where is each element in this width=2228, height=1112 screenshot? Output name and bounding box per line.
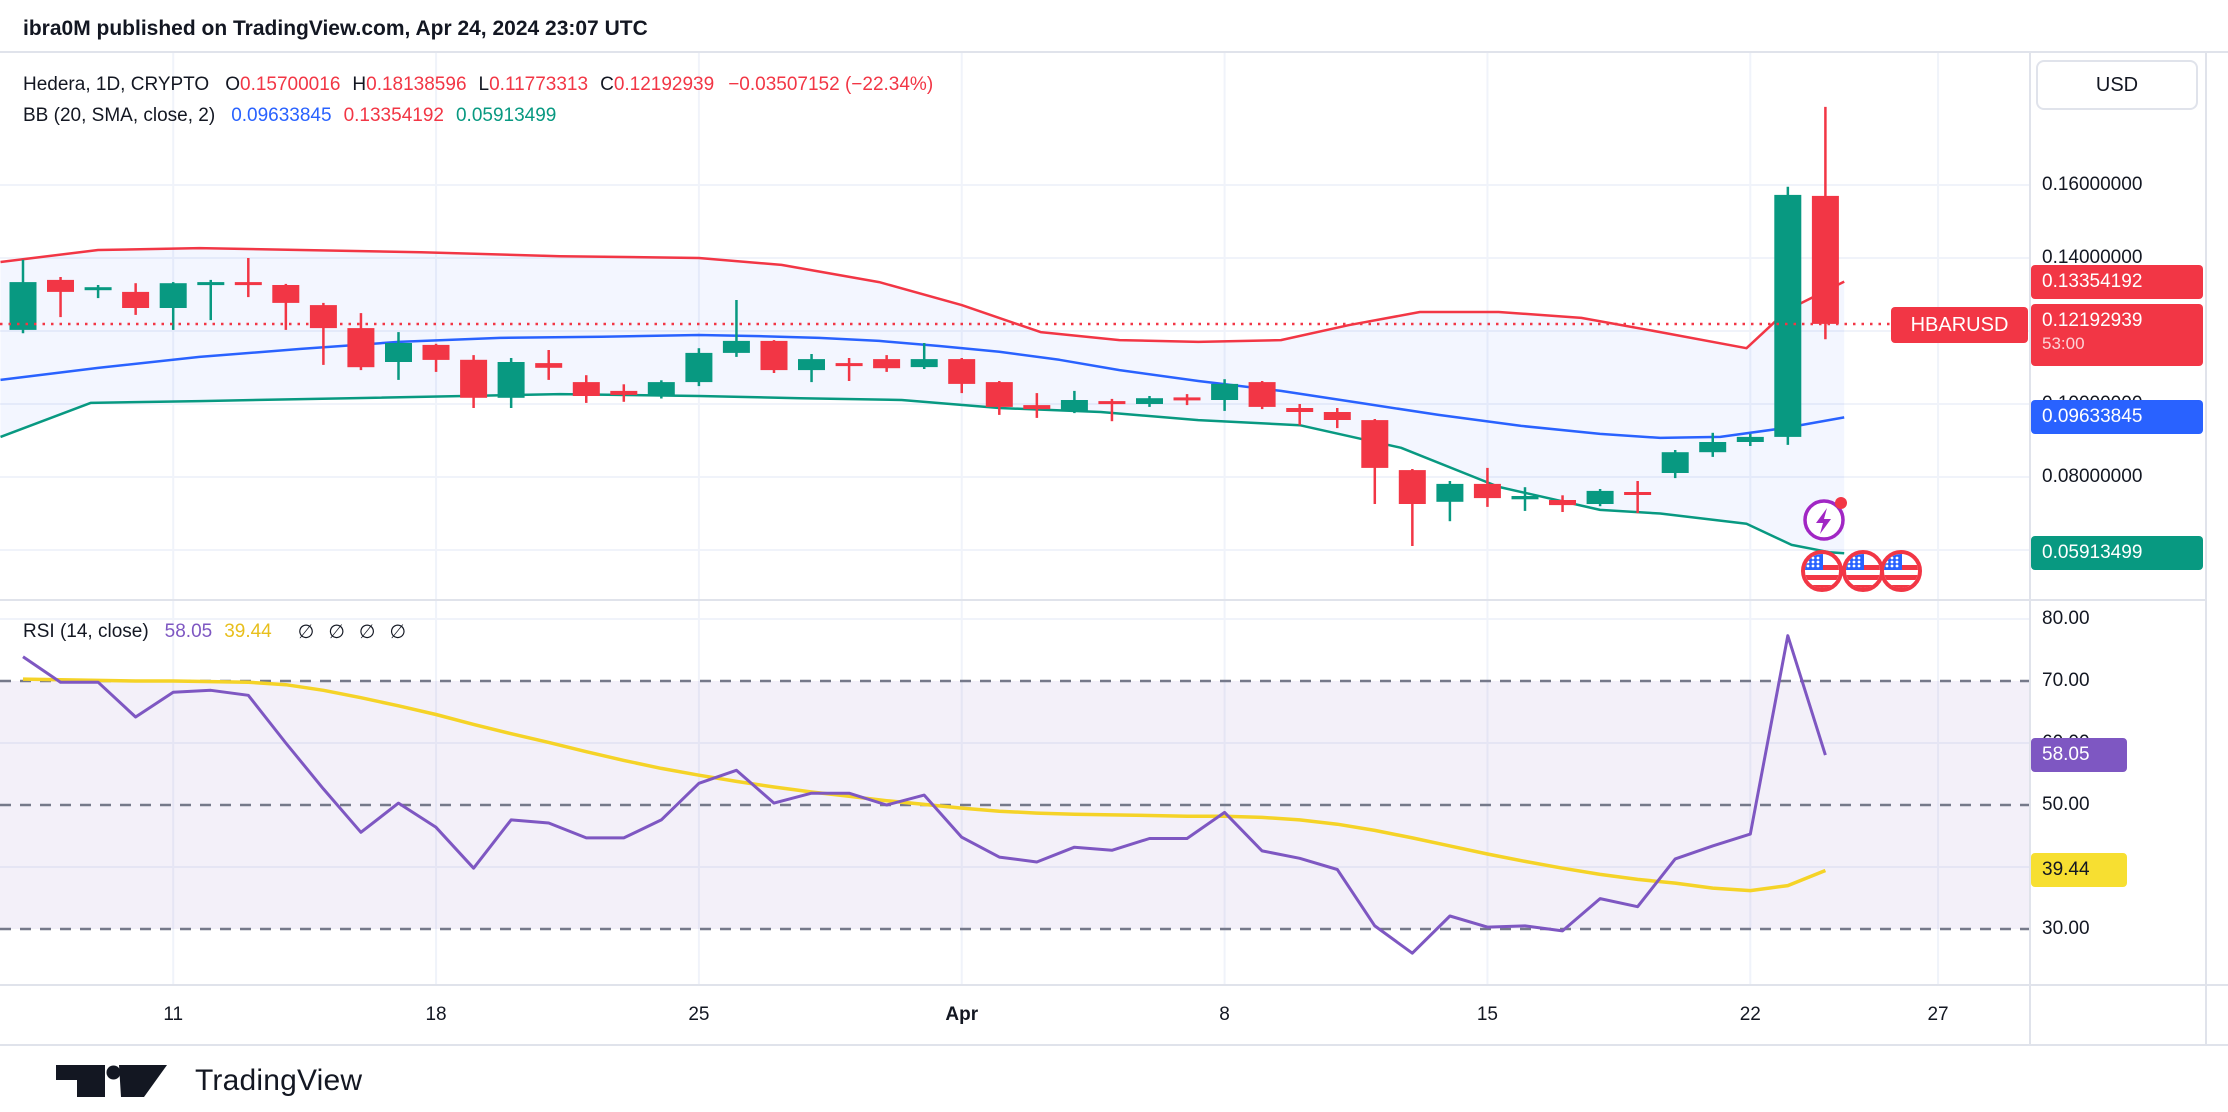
time-axis[interactable] — [0, 985, 2030, 1045]
symbol-legend-row[interactable]: Hedera, 1D, CRYPTO O0.15700016 H0.181385… — [23, 72, 933, 98]
bb-legend-row[interactable]: BB (20, SMA, close, 2) 0.09633845 0.1335… — [23, 103, 568, 129]
hidden-value-icon: ∅ — [389, 621, 406, 643]
symbol-title: Hedera, 1D, CRYPTO — [23, 74, 210, 95]
page-title: ibra0M published on TradingView.com, Apr… — [23, 17, 648, 40]
bb-upper-value: 0.13354192 — [343, 105, 444, 126]
tradingview-logo[interactable]: TradingView — [56, 1064, 362, 1098]
low-label: L — [478, 74, 490, 95]
rsi-value: 58.05 — [164, 621, 213, 642]
low-value: 0.11773313 — [489, 74, 589, 95]
hidden-value-icon: ∅ — [297, 621, 315, 643]
change-value: −0.03507152 (−22.34%) — [728, 74, 934, 95]
high-label: H — [352, 74, 367, 95]
price-pane[interactable] — [0, 52, 2030, 600]
rsi-legend-row[interactable]: RSI (14, close) 58.05 39.44 ∅ ∅ ∅ ∅ — [23, 619, 406, 645]
rsi-pane[interactable] — [0, 605, 2030, 985]
tradingview-logo-text: TradingView — [195, 1064, 363, 1097]
rsi-ma-value: 39.44 — [224, 621, 272, 642]
open-label: O — [225, 74, 240, 95]
close-label: C — [600, 74, 614, 95]
price-scale[interactable] — [2030, 52, 2206, 985]
close-value: 0.12192939 — [613, 74, 715, 95]
bb-basis-value: 0.09633845 — [231, 105, 332, 126]
currency-toggle-button[interactable]: USD — [2036, 60, 2198, 110]
hidden-value-icon: ∅ — [358, 621, 376, 643]
bb-lower-value: 0.05913499 — [455, 105, 557, 126]
hidden-value-icon: ∅ — [328, 621, 345, 643]
tradingview-logo-mark — [56, 1065, 167, 1097]
bb-indicator-label: BB (20, SMA, close, 2) — [23, 105, 216, 126]
high-value: 0.18138596 — [366, 74, 467, 95]
open-value: 0.15700016 — [240, 74, 341, 95]
rsi-indicator-label: RSI (14, close) — [23, 621, 149, 642]
